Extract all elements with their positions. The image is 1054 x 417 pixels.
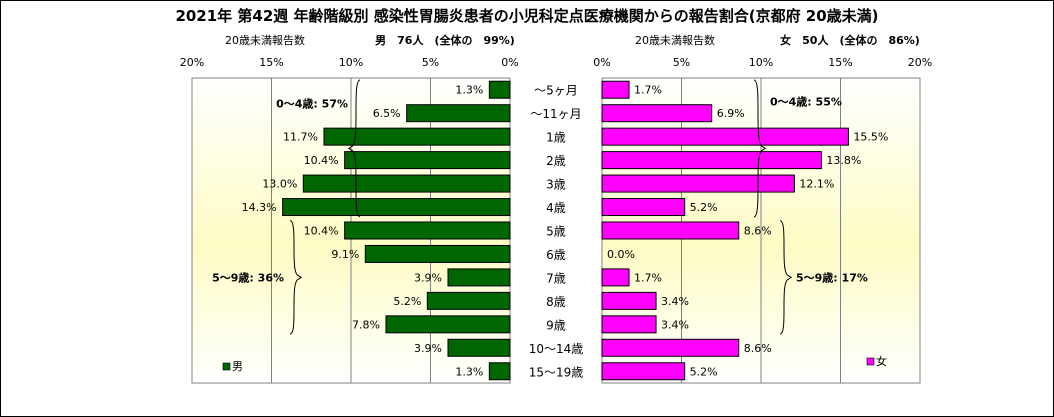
female-bar [601, 362, 686, 381]
female-header-title: 女 50人 (全体の 86%) [780, 33, 920, 47]
female-bar [601, 151, 822, 170]
male-legend-swatch [222, 362, 231, 371]
male-group-brace [347, 79, 361, 218]
male-value-label: 10.4% [304, 154, 339, 167]
age-category-label: 1歳 [546, 131, 566, 145]
female-bar [601, 104, 713, 123]
male-group-brace [289, 220, 303, 335]
female-value-label: 5.2% [690, 201, 718, 214]
male-bar [385, 315, 511, 334]
axis-ticks: 0% 0% 5% 5% 10% 10% 15% 15% 20% 20% [180, 56, 932, 69]
age-category-label: 6歳 [546, 248, 566, 262]
male-value-label: 14.3% [242, 201, 277, 214]
age-category-label: 2歳 [546, 154, 566, 168]
male-bar [406, 104, 511, 123]
male-bar [364, 244, 511, 263]
female-legend-swatch [866, 357, 875, 366]
age-category-label: ～5ヶ月 [534, 84, 578, 98]
female-tick-label: 20% [908, 56, 932, 69]
male-bar [344, 221, 511, 240]
male-value-label: 9.1% [331, 248, 359, 261]
female-bar [601, 80, 630, 99]
age-category-label: ～11ヶ月 [530, 107, 581, 121]
male-bar [426, 291, 511, 310]
male-header-label: 20歳未満報告数 [225, 34, 305, 47]
female-value-label: 12.1% [799, 178, 834, 191]
female-header-label: 20歳未満報告数 [635, 34, 715, 47]
female-value-label: 1.7% [634, 271, 662, 284]
age-category-label: 8歳 [546, 295, 566, 309]
group-braces: 0～4歳: 57% 5～9歳: 36% 0～4歳: 55% 5～9歳: 17% [212, 79, 868, 335]
female-bar [601, 291, 657, 310]
age-category-label: 4歳 [546, 201, 566, 215]
bars: 1.3% 1.7% 6.5% 6.9% 11.7% 15.5% 10.4% 13.8% 13.0… [242, 80, 888, 381]
female-value-label: 8.6% [744, 224, 772, 237]
male-value-label: 11.7% [283, 131, 318, 144]
female-group-brace [779, 220, 793, 335]
male-header-title: 男 76人 (全体の 99%) [375, 33, 515, 47]
female-group-brace [753, 79, 767, 218]
female-value-label: 13.8% [826, 154, 861, 167]
male-value-label: 3.9% [414, 271, 442, 284]
male-bar [488, 362, 511, 381]
female-value-label: 3.4% [661, 295, 689, 308]
female-value-label: 6.9% [717, 107, 745, 120]
female-tick-label: 5% [673, 56, 690, 69]
male-bar [282, 198, 511, 217]
female-value-label: 3.4% [661, 318, 689, 331]
female-value-label: 8.6% [744, 342, 772, 355]
male-value-label: 3.9% [414, 342, 442, 355]
age-category-label: 10～14歳 [529, 342, 584, 356]
male-tick-label: 10% [339, 56, 363, 69]
male-value-label: 7.8% [352, 318, 380, 331]
female-value-label: 15.5% [853, 131, 888, 144]
female-group-label: 0～4歳: 55% [770, 94, 842, 108]
male-legend-label: 男 [232, 360, 243, 373]
female-group-label: 5～9歳: 17% [796, 270, 868, 284]
female-tick-label: 10% [749, 56, 773, 69]
chart-title: 2021年 第42週 年齢階級別 感染性胃腸炎患者の小児科定点医療機関からの報告… [175, 7, 878, 25]
male-bar [447, 268, 511, 287]
male-value-label: 6.5% [373, 107, 401, 120]
male-value-label: 1.3% [455, 365, 483, 378]
female-bar [601, 221, 740, 240]
female-bar [601, 338, 740, 357]
age-category-label: 15～19歳 [529, 365, 584, 379]
female-bar [601, 268, 630, 287]
male-bar [488, 80, 511, 99]
age-category-label: 5歳 [546, 224, 566, 238]
female-value-label: 0.0% [607, 248, 635, 261]
female-bar [601, 127, 849, 146]
female-bar [601, 315, 657, 334]
male-bar [302, 174, 511, 193]
female-value-label: 5.2% [690, 365, 718, 378]
male-tick-label: 15% [259, 56, 283, 69]
male-group-label: 5～9歳: 36% [212, 270, 284, 284]
male-value-label: 10.4% [304, 224, 339, 237]
female-bar [601, 198, 686, 217]
male-bar [344, 151, 511, 170]
female-value-label: 1.7% [634, 84, 662, 97]
male-value-label: 1.3% [455, 84, 483, 97]
category-labels: ～5ヶ月 ～11ヶ月 1歳 2歳 3歳 4歳 5歳 6歳 7歳 8歳 9歳 10～14歳 15～19歳 [529, 84, 584, 380]
female-tick-label: 15% [828, 56, 852, 69]
age-category-label: 9歳 [546, 318, 566, 332]
age-category-label: 3歳 [546, 178, 566, 192]
male-tick-label: 5% [422, 56, 439, 69]
male-bar [323, 127, 511, 146]
female-tick-label: 0% [593, 56, 610, 69]
female-bar [601, 174, 795, 193]
male-value-label: 13.0% [262, 178, 297, 191]
male-tick-label: 20% [180, 56, 204, 69]
male-value-label: 5.2% [393, 295, 421, 308]
age-category-label: 7歳 [546, 271, 566, 285]
male-tick-label: 0% [501, 56, 518, 69]
male-bar [447, 338, 511, 357]
female-legend-label: 女 [876, 354, 887, 368]
male-group-label: 0～4歳: 57% [276, 96, 348, 110]
